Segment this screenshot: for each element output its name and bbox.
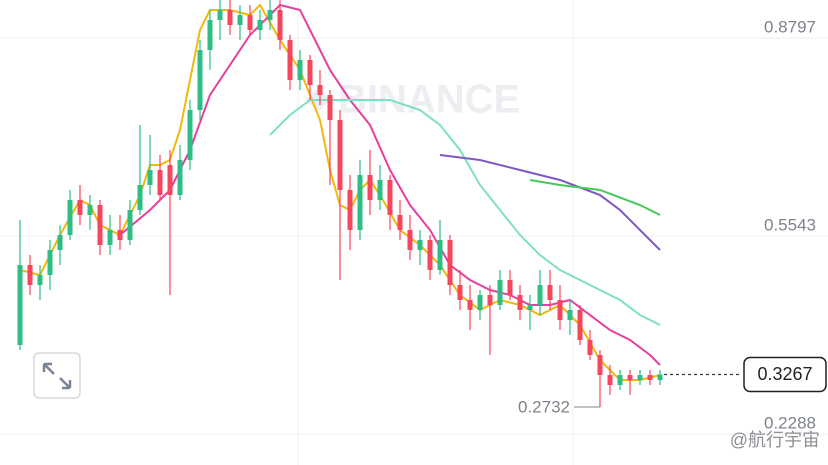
candle-body [457,285,463,300]
candle-body [547,285,553,300]
candle-body [557,300,563,321]
grid: 0.8797 0.5543 0.2288 [0,17,828,435]
candle-body [617,375,623,386]
candle-body [317,85,323,95]
candle-body [437,240,443,270]
expand-icon [42,362,72,390]
candle-body [307,60,313,86]
candle-body [17,265,23,346]
candle-body [477,295,483,310]
candle-body [87,205,93,215]
candle-body [247,15,253,30]
candle-body [467,300,473,310]
candle-body [57,235,63,250]
candle-body [577,309,583,340]
candle-body [347,189,353,231]
ma-line [119,3,661,366]
candle-body [147,170,153,185]
candle-body [217,9,223,21]
y-tick-label: 0.5543 [764,215,816,234]
candle-body [177,159,183,196]
candle-body [267,9,273,21]
y-tick-label: 0.8797 [764,17,816,36]
candle-body [637,375,643,381]
candle-body [527,304,533,310]
candle-body [397,214,403,231]
candle-body [517,295,523,310]
candle-body [67,200,73,236]
candle-body [257,20,263,30]
candle-body [157,170,163,196]
candle-body [97,205,103,245]
ma-lines [19,3,661,382]
overlay: 0.3267 0.2732 [518,356,827,417]
candle-body [567,309,573,321]
candle-body [37,274,43,286]
candle-body [387,180,393,215]
expand-button-frame[interactable] [33,352,81,399]
candle-body [237,15,243,26]
candle-body [327,94,333,120]
candle-body [357,175,363,231]
candle-body [417,240,423,250]
candle-body [587,339,593,356]
candle-body [107,230,113,245]
current-price-box [743,356,827,393]
candle-body [627,375,633,381]
candle-body [127,210,133,240]
candle-body [27,265,33,286]
candle-body [647,375,653,381]
low-label: 0.2732 [518,398,570,417]
candle-body [367,175,373,201]
candles [17,0,663,408]
current-price-label: 0.3267 [757,364,812,384]
candle-body [487,295,493,305]
candle-body [427,240,433,270]
candle-body [377,180,383,201]
candle-body [657,374,663,381]
ma-line [529,179,661,216]
candle-body [207,20,213,51]
y-tick-label: 0.2288 [764,414,816,433]
candle-body [537,285,543,305]
candle-body [337,120,343,190]
expand-button[interactable] [33,352,81,399]
candle-body [137,184,143,210]
candle-body [167,165,173,196]
candle-body [277,9,283,40]
candle-body [407,230,413,250]
ma-line [19,3,661,382]
candle-body [507,279,513,296]
candle-body [227,9,233,26]
candle-body [597,355,603,376]
candle-body [607,375,613,386]
candle-body [497,279,503,305]
candle-body [47,249,53,275]
candle-body [297,60,303,81]
candle-body [197,50,203,111]
ma-line [269,98,661,326]
credit: @航行宇宙 [730,430,820,450]
candle-body [447,240,453,286]
candle-body [117,230,123,240]
candle-body [287,39,293,81]
candle-body [77,200,83,215]
candle-body [187,110,193,160]
